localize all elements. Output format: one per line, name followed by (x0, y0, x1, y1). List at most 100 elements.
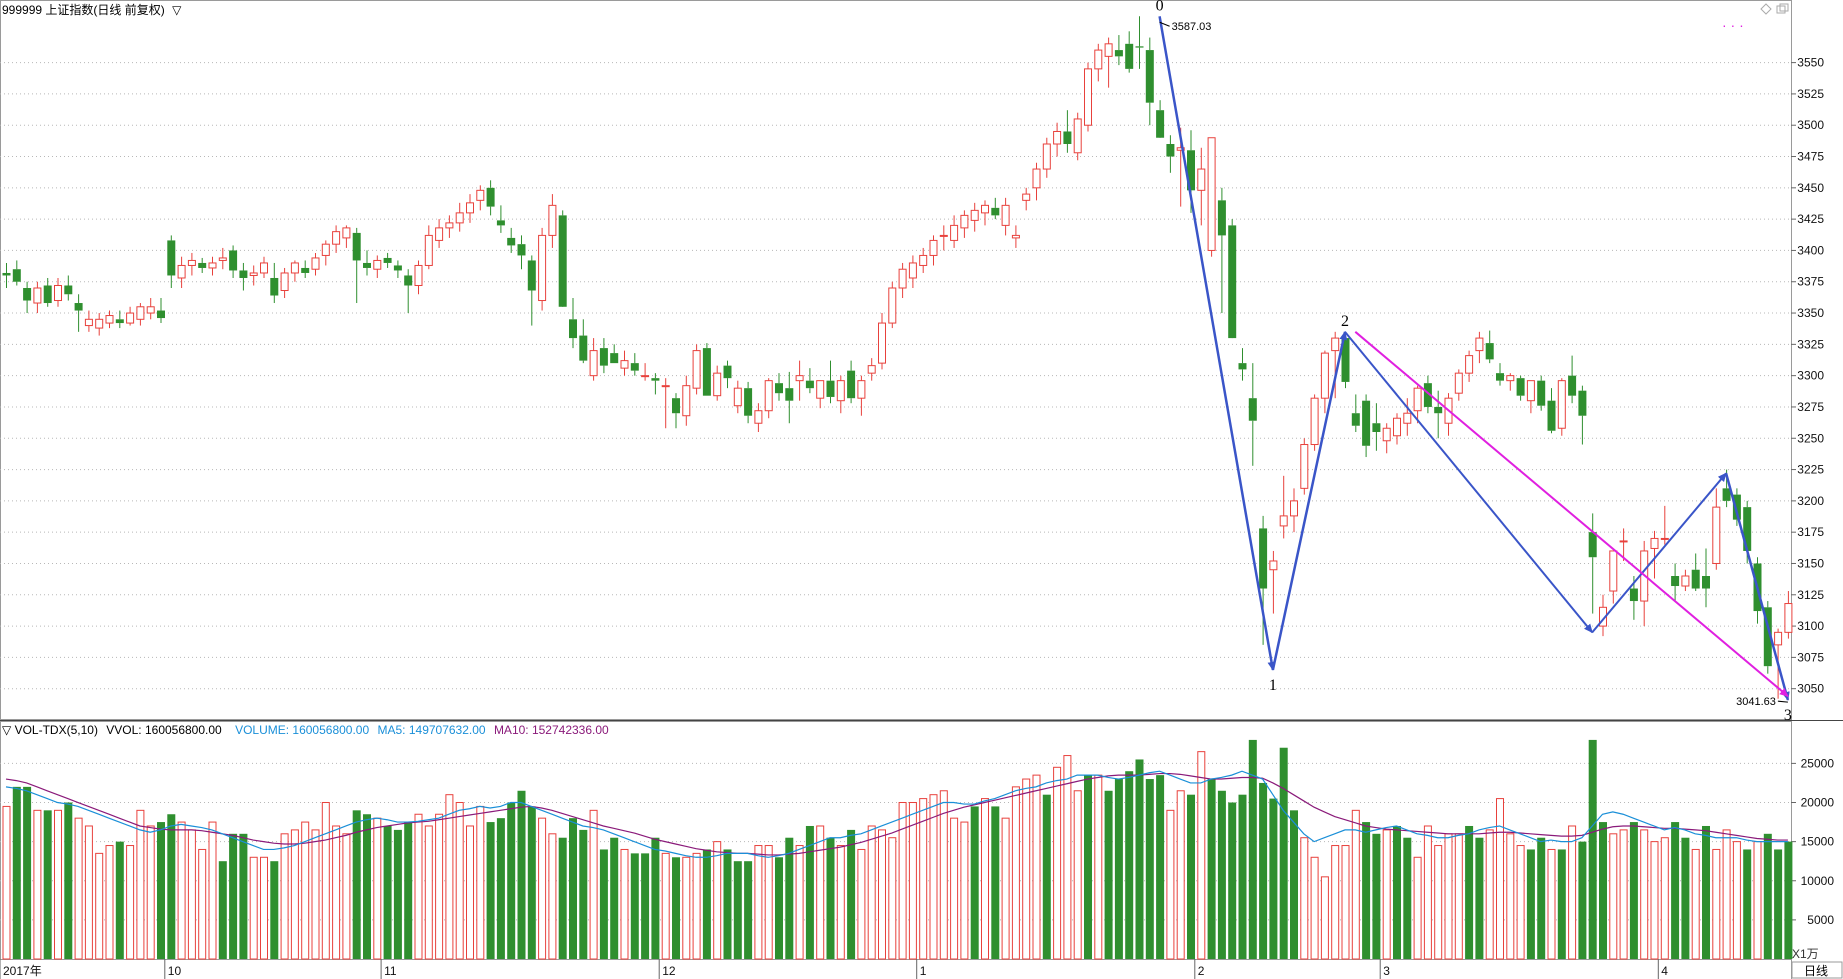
maximize-icon[interactable] (1776, 3, 1789, 14)
volume-bar-down (569, 818, 577, 959)
volume-bar-up (888, 837, 897, 960)
vvol-value: VVOL: 160056800.00 (106, 723, 222, 737)
candle-up (1073, 118, 1082, 154)
price-tick-label: 3125 (1797, 588, 1824, 602)
candle-down (558, 215, 567, 307)
volume-bar-down (1774, 849, 1783, 959)
candle-up (1403, 412, 1412, 424)
volume-bar-down (1104, 790, 1113, 959)
candle-up (1084, 68, 1092, 126)
price-tick-label: 3275 (1797, 400, 1824, 414)
candle-down (229, 250, 238, 271)
volume-bar-down (558, 837, 567, 959)
title-dropdown-icon[interactable]: ▽ (172, 3, 182, 17)
volume-bar-up (466, 825, 474, 960)
volume-bar-down (775, 857, 783, 959)
volume-bar-up (1712, 848, 1721, 960)
price-tick-label: 3350 (1797, 306, 1824, 320)
volume-bar-down (229, 833, 238, 959)
candle-up (1393, 417, 1401, 437)
volume-bar-up (249, 856, 258, 960)
volume-bar-down (486, 822, 495, 959)
volume-bar-up (661, 852, 670, 960)
high-price-label: 3587.03 (1172, 21, 1212, 33)
volume-collapse-icon[interactable]: ▽ (2, 723, 12, 737)
ma5-line (5, 770, 1788, 858)
candle-up (1022, 193, 1031, 201)
volume-bar-up (146, 825, 155, 960)
volume-bar-down (1207, 779, 1216, 959)
volume-bar-up (198, 848, 207, 960)
candle-down (1063, 131, 1072, 144)
candle-down (404, 275, 413, 286)
volume-bar-down (1042, 794, 1051, 959)
wave-label: 2 (1341, 313, 1349, 330)
volume-bar-down (785, 837, 794, 959)
candle-up (1465, 355, 1474, 374)
volume-axis: 5000 10000 15000 20000 25000 (1791, 756, 1834, 927)
volume-bar-down (1784, 841, 1793, 959)
period-tab[interactable] (1791, 961, 1843, 979)
candle-down (1125, 43, 1134, 69)
month-tick-label: 3 (1383, 964, 1390, 978)
volume-bar-up (939, 790, 948, 960)
volume-bar-down (496, 818, 505, 959)
volume-bar-up (1094, 774, 1103, 960)
wave-line (1271, 330, 1348, 671)
candle-up (280, 272, 289, 292)
month-tick-label: 12 (662, 964, 676, 978)
volume-bar-down (1588, 739, 1597, 959)
volume-bar-up (424, 825, 433, 960)
volume-bar-up (1753, 841, 1762, 960)
period-tab-label[interactable]: 日线 (1804, 964, 1828, 978)
volume-unit-label: X1万 (1792, 947, 1819, 961)
candle-down (1537, 380, 1546, 406)
volume-bar-up (1011, 786, 1020, 960)
volume-bar-up (105, 845, 114, 960)
volume-bar-up (1032, 774, 1041, 960)
candle-up (218, 257, 227, 261)
candle-down (744, 388, 753, 416)
candle-up (84, 318, 93, 327)
candle-up (1784, 603, 1793, 633)
candle-up (1001, 204, 1010, 226)
candle-down (23, 288, 32, 301)
candle-up (414, 264, 423, 286)
volume-bar-up (1660, 837, 1669, 960)
candle-up (1320, 352, 1329, 399)
low-price-label: 3041.63 (1736, 696, 1776, 708)
price-tick-label: 3200 (1797, 494, 1824, 508)
volume-bar-up (1454, 833, 1463, 960)
color-dots[interactable]: · · · (1722, 17, 1744, 33)
month-tick-label: 1 (920, 964, 927, 978)
indicator-name[interactable]: VOL-TDX(5,10) (15, 723, 98, 737)
volume-bar-up (1320, 876, 1329, 960)
candle-down (1156, 110, 1165, 138)
chart-title[interactable]: 999999 上证指数(日线 前复权) ▽ (2, 2, 182, 17)
volume-bar-up (981, 798, 989, 960)
volume-bar-up (1650, 841, 1659, 960)
volume-value: VOLUME: 160056800.00 (235, 723, 369, 737)
volume-bar-up (95, 852, 104, 960)
restore-icon[interactable] (1760, 3, 1772, 15)
candle-up (424, 234, 433, 266)
volume-bar-up (84, 825, 93, 960)
candle-down (486, 187, 495, 207)
volume-bar-down (270, 861, 279, 959)
volume-bar-up (919, 798, 928, 960)
candle-up (260, 262, 268, 274)
volume-bar-down (218, 861, 227, 959)
candle-down (599, 348, 608, 366)
candle-down (723, 365, 732, 379)
candle-down (1434, 406, 1443, 414)
candle-up (105, 315, 114, 324)
volume-bar-up (1732, 841, 1741, 960)
volume-bar-down (115, 841, 124, 959)
volume-bar-down (672, 857, 680, 959)
candle-up (445, 222, 454, 229)
candle-down (301, 267, 310, 273)
candle-down (1362, 400, 1371, 446)
candle-up (1053, 130, 1062, 145)
candle-down (1547, 400, 1556, 431)
